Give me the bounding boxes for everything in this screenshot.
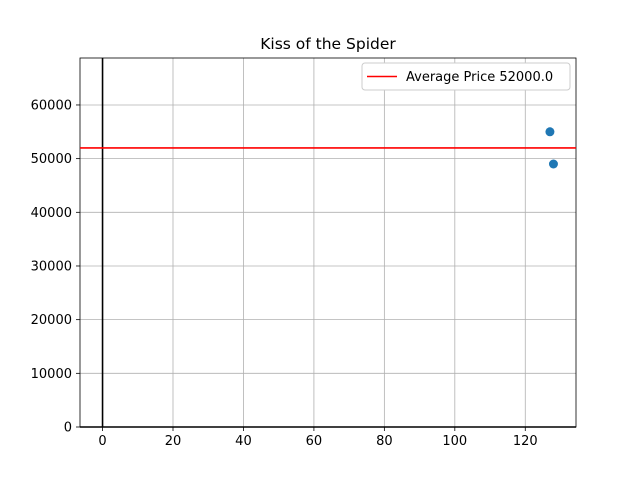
x-tick-label: 120 xyxy=(513,434,538,449)
y-tick-label: 50000 xyxy=(31,152,72,167)
y-tick-label: 10000 xyxy=(31,367,72,382)
x-tick-label: 0 xyxy=(98,434,106,449)
x-tick-label: 100 xyxy=(442,434,467,449)
x-tick-label: 40 xyxy=(235,434,252,449)
scatter-point xyxy=(545,127,555,137)
y-tick-label: 0 xyxy=(64,421,72,436)
x-tick-label: 80 xyxy=(376,434,393,449)
chart-title: Kiss of the Spider xyxy=(260,35,396,53)
y-tick-label: 20000 xyxy=(31,313,72,328)
y-tick-label: 40000 xyxy=(31,206,72,221)
y-tick-label: 60000 xyxy=(31,98,72,113)
legend: Average Price 52000.0 xyxy=(361,62,571,91)
series xyxy=(80,127,576,169)
x-tick-label: 60 xyxy=(306,434,323,449)
legend-label: Average Price 52000.0 xyxy=(406,70,553,85)
reference-lines xyxy=(80,58,576,428)
scatter-point xyxy=(548,159,558,169)
legend-box xyxy=(361,62,571,91)
x-tick-label: 20 xyxy=(165,434,182,449)
y-tick-label: 30000 xyxy=(31,259,72,274)
